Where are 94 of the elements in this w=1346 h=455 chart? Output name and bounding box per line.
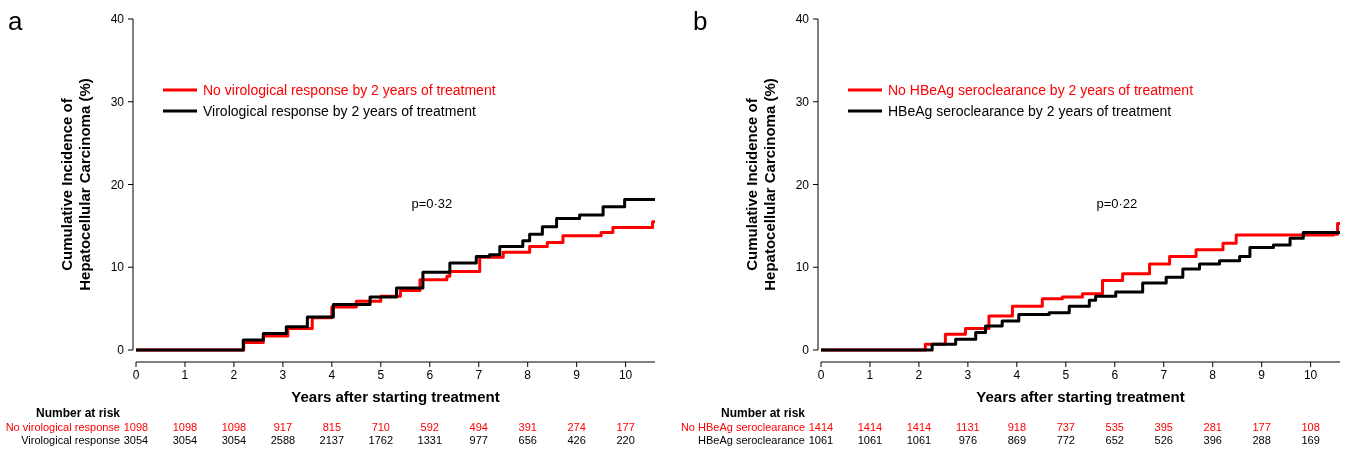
text: 1414 xyxy=(808,421,834,433)
text: 3054 xyxy=(221,434,247,446)
x-tick-label: 6 xyxy=(426,368,434,382)
x-tick-label: 10 xyxy=(618,368,633,382)
text: Number at risk xyxy=(720,406,806,420)
text: 772 xyxy=(1056,434,1075,446)
text: 1131 xyxy=(956,421,980,433)
x-tick-label: 10 xyxy=(1303,368,1318,382)
x-tick-label: 0 xyxy=(132,368,140,382)
text: 2137 xyxy=(319,434,345,446)
text: 1331 xyxy=(417,434,443,446)
x-tick-label: 1 xyxy=(181,368,189,382)
text: 917 xyxy=(273,421,293,433)
x-tick-label: 1 xyxy=(866,368,874,382)
y-axis-title: Cumulative Incidence of Hepatocellular Carcinoma (%) xyxy=(58,78,93,291)
y-tick-label: 30 xyxy=(110,94,125,109)
text: 918 xyxy=(1007,421,1027,433)
text: 710 xyxy=(371,421,390,433)
y-tick-label: 40 xyxy=(795,12,810,27)
text: 1762 xyxy=(368,434,394,446)
x-tick-label: 3 xyxy=(964,368,972,382)
text: 1414 xyxy=(906,421,932,433)
y-tick-label: 10 xyxy=(110,260,125,275)
text: 869 xyxy=(1007,434,1027,446)
text: 737 xyxy=(1056,421,1075,433)
text: 977 xyxy=(469,434,488,446)
x-tick-label: 9 xyxy=(1258,368,1266,382)
text: 396 xyxy=(1203,434,1222,446)
text: 1061 xyxy=(857,434,883,446)
legend-label: HBeAg seroclearance by 2 years of treatment xyxy=(888,102,1172,119)
text: 288 xyxy=(1252,434,1271,446)
legend-label: No HBeAg seroclearance by 2 years of treatment xyxy=(888,81,1194,98)
text: 815 xyxy=(322,421,342,433)
text: Virological response xyxy=(21,434,120,446)
text: 652 xyxy=(1105,434,1124,446)
text: 535 xyxy=(1105,421,1124,433)
x-tick-label: 3 xyxy=(279,368,287,382)
text: 592 xyxy=(420,421,439,433)
legend-label: Virological response by 2 years of treatment xyxy=(203,102,476,119)
text: 220 xyxy=(616,434,635,446)
text: 1098 xyxy=(123,421,149,433)
text: 177 xyxy=(616,421,635,433)
text: No HBeAg seroclearance xyxy=(680,421,805,433)
text: 3054 xyxy=(172,434,198,446)
annotation: p=0·22 xyxy=(1096,195,1138,211)
text: 395 xyxy=(1154,421,1173,433)
text: 177 xyxy=(1252,421,1271,433)
x-tick-label: 2 xyxy=(230,368,238,382)
text: 656 xyxy=(518,434,537,446)
text: 1414 xyxy=(857,421,883,433)
x-tick-label: 5 xyxy=(377,368,385,382)
x-tick-label: 7 xyxy=(475,368,483,382)
y-tick-label: 20 xyxy=(795,177,810,192)
annotation: p=0·32 xyxy=(411,195,453,211)
chart-title: b xyxy=(693,6,708,36)
y-tick-label: 0 xyxy=(117,343,125,358)
x-tick-label: 8 xyxy=(1209,368,1217,382)
x-tick-label: 2 xyxy=(915,368,923,382)
x-tick-label: 8 xyxy=(524,368,532,382)
text: 1098 xyxy=(172,421,198,433)
text: 526 xyxy=(1154,434,1173,446)
text: 3054 xyxy=(123,434,149,446)
text: 281 xyxy=(1203,421,1222,433)
x-tick-label: 7 xyxy=(1160,368,1168,382)
x-tick-label: 9 xyxy=(573,368,581,382)
y-tick-label: 20 xyxy=(110,177,125,192)
x-tick-label: 4 xyxy=(1013,368,1021,382)
text: 169 xyxy=(1301,434,1320,446)
text: 1061 xyxy=(906,434,932,446)
text: 976 xyxy=(958,434,978,446)
legend-label: No virological response by 2 years of treatment xyxy=(203,81,496,98)
text: 274 xyxy=(567,421,586,433)
text: 1098 xyxy=(221,421,247,433)
text: 108 xyxy=(1301,421,1320,433)
y-tick-label: 30 xyxy=(795,94,810,109)
x-tick-label: 6 xyxy=(1111,368,1119,382)
text: 494 xyxy=(469,421,488,433)
y-axis-title: Cumulative Incidence of Hepatocellular Carcinoma (%) xyxy=(743,78,778,291)
y-tick-label: 10 xyxy=(795,260,810,275)
x-axis-title: Years after starting treatment xyxy=(291,388,500,405)
text: 1061 xyxy=(808,434,834,446)
y-tick-label: 0 xyxy=(802,343,810,358)
text: No virological response xyxy=(5,421,120,433)
x-axis-title: Years after starting treatment xyxy=(976,388,1185,405)
text: 391 xyxy=(518,421,537,433)
y-tick-label: 40 xyxy=(110,12,125,27)
text: Number at risk xyxy=(35,406,121,420)
x-tick-label: 4 xyxy=(328,368,336,382)
text: HBeAg seroclearance xyxy=(697,434,805,446)
text: 2588 xyxy=(270,434,296,446)
chart-title: a xyxy=(8,6,23,36)
x-tick-label: 0 xyxy=(817,368,825,382)
text: 426 xyxy=(567,434,586,446)
x-tick-label: 5 xyxy=(1062,368,1070,382)
